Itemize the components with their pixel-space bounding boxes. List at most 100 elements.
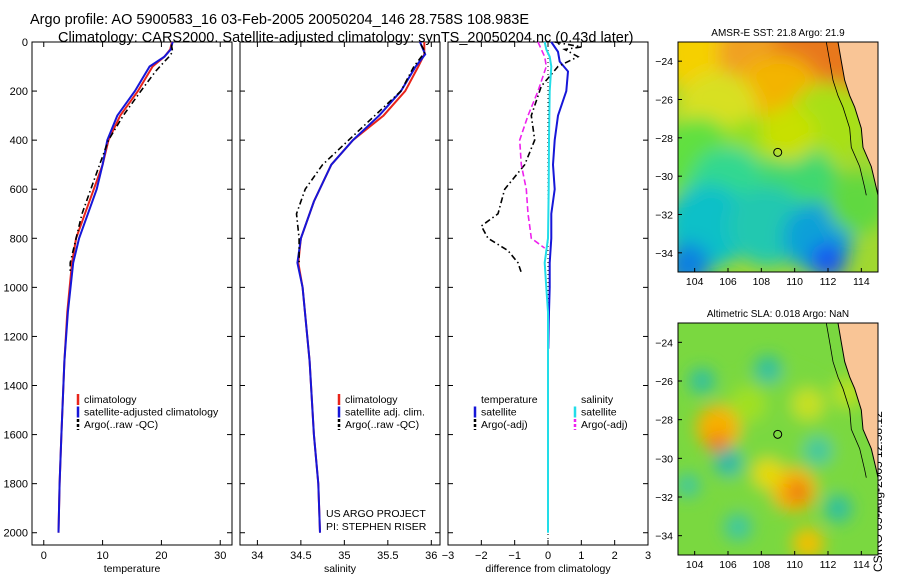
salinity-series-climatology [297, 42, 426, 533]
x-tick-label: 0 [41, 550, 47, 562]
legend-label: Argo(-adj) [581, 419, 628, 431]
legend-label: Argo(..raw -QC) [84, 419, 158, 431]
legend-label: satellite adj. clim. [345, 407, 425, 419]
x-tick-label: 0 [545, 550, 551, 562]
temperature-series-satellite-adjusted-climatology [57, 41, 174, 533]
x-tick-label: 30 [214, 550, 226, 562]
field-blob [792, 388, 824, 421]
map-y-tick-label: −30 [655, 171, 673, 183]
argo-location-marker [773, 147, 783, 157]
field-blob [810, 242, 846, 272]
y-tick-label: 200 [10, 86, 28, 98]
field-blob [828, 173, 878, 233]
legend-heading: salinity [581, 394, 614, 406]
y-tick-label: 600 [10, 184, 28, 196]
field-blob [792, 527, 824, 555]
x-tick-label: −1 [508, 550, 521, 562]
x-tick-label: 10 [96, 550, 108, 562]
map-y-tick-label: −32 [655, 210, 673, 222]
temperature-panel: 0 10 20 30 temperature 0 200 400 600 800 1000 1200 1… [4, 37, 233, 575]
salinity-axes-box [239, 41, 441, 546]
sst-map-frame [677, 41, 879, 273]
map-x-tick-label: 104 [686, 276, 704, 288]
difference-series-satellite [547, 41, 570, 349]
difference-panel: −3 −2 −1 0 1 2 3 difference from climatology tem… [442, 41, 651, 575]
sla-map-title: Altimetric SLA: 0.018 Argo: NaN [707, 309, 849, 320]
map-y-tick-label: −26 [655, 95, 673, 107]
x-tick-label: 35 [338, 550, 350, 562]
map-x-tick-label: 106 [719, 276, 737, 288]
map-x-tick-label: 110 [786, 559, 803, 571]
field-blob [804, 436, 832, 465]
field-blob [696, 405, 740, 450]
y-tick-label: 1400 [4, 381, 28, 393]
temperature-series-argo-raw-qc- [69, 44, 174, 273]
coastline [837, 323, 878, 483]
map-x-tick-label: 108 [753, 559, 771, 571]
salinity-series-argo-raw-qc- [295, 44, 427, 263]
y-tick-label: 800 [10, 233, 28, 245]
map-x-tick-label: 114 [853, 276, 870, 288]
y-tick-label: 1200 [4, 331, 28, 343]
y-tick-label: 0 [22, 37, 28, 49]
map-x-tick-label: 112 [820, 276, 837, 288]
field-blob [689, 368, 715, 394]
depth-contour [825, 42, 867, 196]
map-x-tick-label: 108 [753, 276, 771, 288]
x-tick-label: −3 [442, 550, 455, 562]
field-blob [753, 458, 783, 489]
sst-map-field [678, 42, 878, 272]
map-y-tick-label: −34 [655, 531, 673, 543]
field-blob [789, 483, 807, 502]
difference-series-argo-adj- [480, 41, 582, 273]
y-tick-label: 1000 [4, 282, 28, 294]
pi-label: PI: STEPHEN RISER [326, 521, 427, 533]
field-blob [678, 473, 700, 498]
field-blob [708, 433, 728, 454]
sla-map-frame [677, 322, 879, 556]
field-blob [678, 243, 710, 272]
field-blob [824, 494, 852, 523]
sla-map-panel: Altimetric SLA: 0.018 Argo: NaN 104 106 108… [655, 309, 879, 571]
map-x-tick-label: 106 [719, 559, 737, 571]
legend-label: satellite-adjusted climatology [84, 407, 219, 419]
figure-title-line-1: Argo profile: AO 5900583_16 03-Feb-2005 … [30, 12, 530, 28]
field-blob [754, 355, 782, 384]
coastline [837, 42, 878, 201]
y-tick-label: 1800 [4, 479, 28, 491]
x-tick-label: 34 [251, 550, 263, 562]
map-y-tick-label: −34 [655, 248, 673, 260]
legend-label: climatology [84, 394, 137, 406]
legend-label: Argo(..raw -QC) [345, 419, 419, 431]
x-tick-label: 2 [612, 550, 618, 562]
y-tick-label: 400 [10, 135, 28, 147]
sst-map-title: AMSR-E SST: 21.8 Argo: 21.9 [711, 28, 845, 39]
x-tick-label: 20 [155, 550, 167, 562]
field-blob [714, 448, 742, 477]
difference-series-argo-adj- [518, 41, 548, 249]
x-tick-label: 3 [645, 550, 651, 562]
map-y-tick-label: −30 [655, 453, 673, 465]
legend-heading: temperature [481, 394, 538, 406]
y-tick-label: 2000 [4, 528, 28, 540]
x-tick-label: 1 [578, 550, 584, 562]
legend-label: satellite [481, 407, 517, 419]
map-y-tick-label: −28 [655, 133, 673, 145]
sla-map-field [678, 323, 878, 555]
legend-label: climatology [345, 394, 398, 406]
map-y-tick-label: −28 [655, 415, 673, 427]
temperature-x-axis-label: temperature [104, 563, 161, 575]
temperature-series-climatology [57, 41, 173, 533]
field-blob [724, 513, 752, 542]
legend-label: satellite [581, 407, 617, 419]
field-blob [760, 106, 816, 162]
argo-location-marker [773, 429, 783, 439]
map-x-tick-label: 104 [686, 559, 704, 571]
salinity-x-axis-label: salinity [324, 563, 357, 575]
map-x-tick-label: 110 [786, 276, 803, 288]
salinity-series-satellite-adj-clim- [296, 41, 427, 533]
sst-map-panel: AMSR-E SST: 21.8 Argo: 21.9 104 106 108 110 1… [655, 28, 879, 288]
map-y-tick-label: −24 [655, 337, 673, 349]
y-tick-label: 1600 [4, 430, 28, 442]
